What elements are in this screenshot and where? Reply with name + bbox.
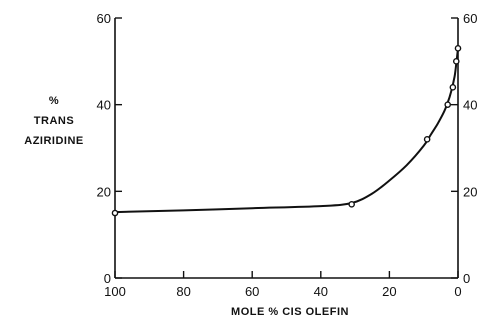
x-tick-label-80: 80 bbox=[176, 284, 190, 299]
y-axis-title-line-2: TRANS bbox=[34, 115, 74, 127]
x-axis-title: MOLE % CIS OLEFIN bbox=[231, 306, 349, 318]
y-tick-label-60: 60 bbox=[97, 11, 111, 26]
x-tick-label-100: 100 bbox=[104, 284, 126, 299]
data-point bbox=[111, 209, 119, 217]
x-tick-label-40: 40 bbox=[314, 284, 328, 299]
y-axis-title-line-3: AZIRIDINE bbox=[24, 135, 84, 147]
y-axis-title-line-1: % bbox=[49, 95, 59, 107]
y-tick-label-20: 20 bbox=[97, 184, 111, 199]
x-tick-label-0: 0 bbox=[454, 284, 461, 299]
data-point bbox=[423, 136, 431, 143]
right-tick-label-20: 20 bbox=[463, 184, 477, 199]
right-tick-label-0: 0 bbox=[463, 271, 470, 286]
data-point bbox=[444, 101, 452, 108]
y-tick-label-0: 0 bbox=[104, 271, 111, 286]
y-tick-label-40: 40 bbox=[97, 98, 111, 113]
data-point bbox=[449, 84, 457, 91]
right-tick-label-40: 40 bbox=[463, 98, 477, 113]
x-tick-label-20: 20 bbox=[382, 284, 396, 299]
right-tick-label-60: 60 bbox=[463, 11, 477, 26]
data-point bbox=[454, 45, 462, 52]
data-point bbox=[348, 201, 355, 208]
data-point bbox=[452, 58, 460, 65]
x-tick-label-60: 60 bbox=[245, 284, 259, 299]
series-line bbox=[114, 48, 459, 214]
